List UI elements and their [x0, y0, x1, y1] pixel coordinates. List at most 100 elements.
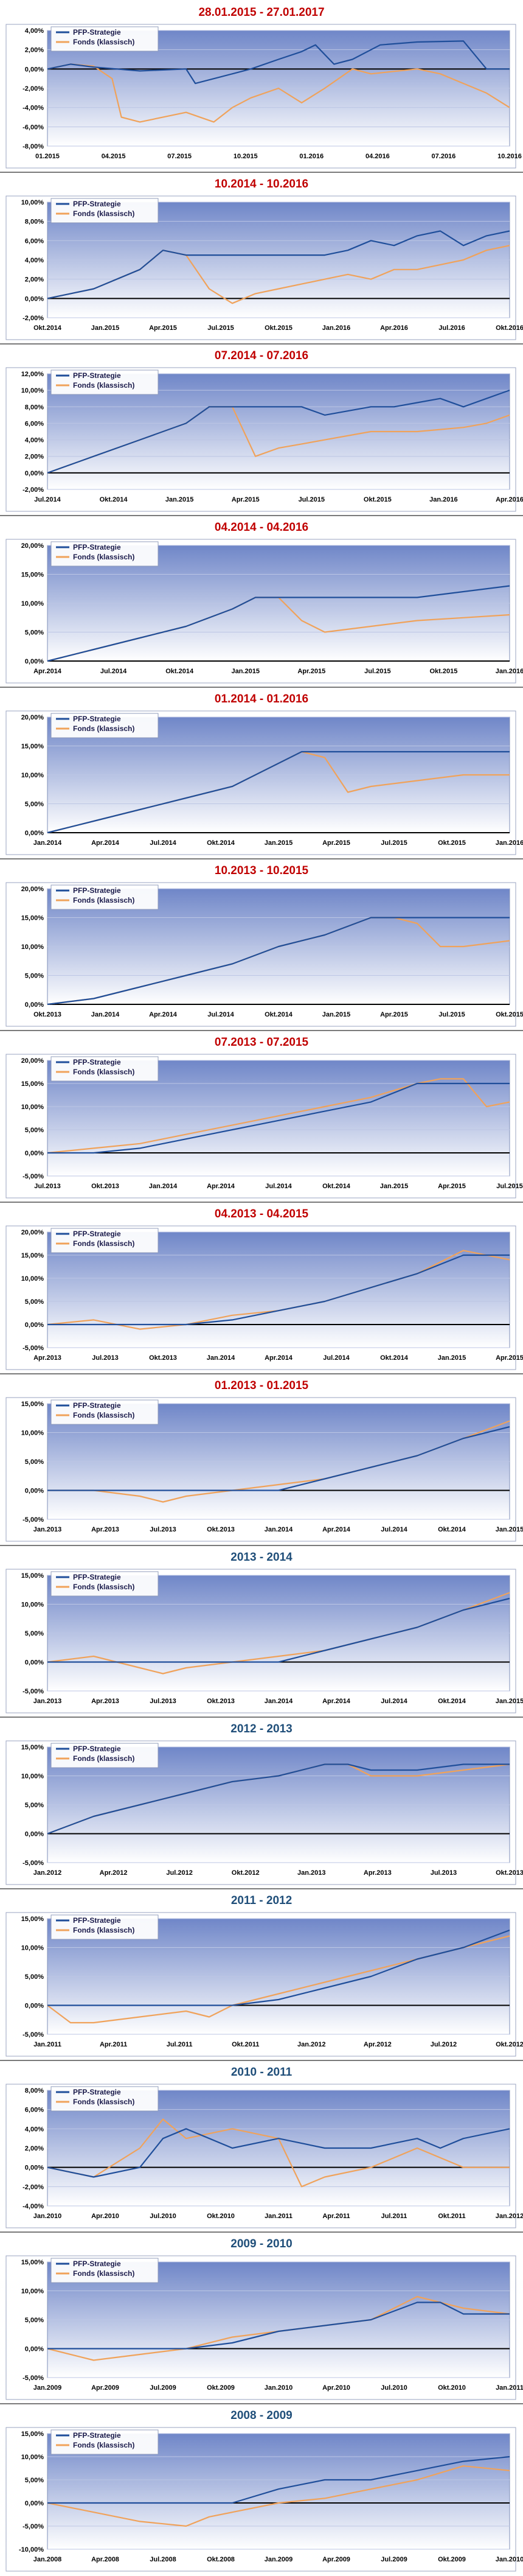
- legend-label: Fonds (klassisch): [73, 2269, 134, 2278]
- series-line-strategy: [47, 2301, 510, 2350]
- x-tick-label: 10.2016: [497, 153, 522, 160]
- chart-svg: 15,00% 10,00% 5,00% 0,00% -5,00% Jan.2012 Apr.…: [5, 1740, 523, 1885]
- x-tick-label: Jul.2015: [438, 1011, 465, 1018]
- y-tick-label: 0,00%: [25, 1831, 44, 1838]
- panel-divider: [0, 1545, 523, 1546]
- y-tick-label: 0,00%: [25, 2165, 44, 2172]
- x-tick-label: Okt.2010: [207, 2213, 235, 2220]
- panel-divider: [0, 2060, 523, 2061]
- x-tick-label: Jul.2010: [381, 2384, 407, 2392]
- legend-label: PFP-Strategie: [73, 1916, 121, 1925]
- chart-svg: 8,00% 6,00% 4,00% 2,00% 0,00% -2,00% -4,00% Jan…: [5, 2084, 523, 2228]
- series-line-strategy: [47, 1254, 510, 1326]
- x-tick-label: Okt.2014: [265, 1011, 293, 1018]
- series-line-strategy: [47, 917, 510, 1006]
- legend-label: PFP-Strategie: [73, 2259, 121, 2268]
- x-tick-label: Jan.2016: [322, 324, 350, 332]
- chart-title: 01.2014 - 01.2016: [214, 693, 309, 705]
- x-tick-label: Jul.2014: [34, 496, 61, 503]
- x-tick-label: Okt.2009: [438, 2556, 466, 2563]
- chart-svg: 10,00% 8,00% 6,00% 4,00% 2,00% 0,00% -2,00% Okt…: [5, 195, 523, 340]
- chart-panel: 2009 - 2010 15,00% 10,00% 5,00% 0,00% -5,00% J…: [0, 2231, 523, 2403]
- y-tick-label: -10,00%: [19, 2546, 44, 2553]
- x-tick-label: Apr.2012: [100, 1869, 128, 1877]
- x-tick-label: Apr.2015: [496, 1354, 523, 1362]
- y-tick-label: 0,00%: [25, 295, 44, 303]
- y-tick-label: 8,00%: [25, 404, 44, 411]
- x-tick-label: 07.2015: [167, 153, 192, 160]
- series-line-fund: [47, 1078, 510, 1154]
- y-tick-label: 10,00%: [21, 1773, 44, 1780]
- x-tick-label: Jan.2015: [91, 324, 119, 332]
- x-tick-label: Jan.2015: [231, 668, 259, 675]
- x-tick-label: Jul.2010: [150, 2213, 176, 2220]
- legend-label: PFP-Strategie: [73, 1745, 121, 1753]
- x-tick-label: Jan.2016: [429, 496, 457, 503]
- panel-divider: [0, 2403, 523, 2404]
- y-tick-label: 2,00%: [25, 453, 44, 461]
- x-tick-label: Apr.2016: [496, 496, 523, 503]
- x-tick-label: 04.2015: [102, 153, 126, 160]
- x-tick-label: Apr.2011: [322, 2213, 350, 2220]
- chart-title: 01.2013 - 01.2015: [214, 1379, 309, 1392]
- chart-panel: 2013 - 2014 15,00% 10,00% 5,00% 0,00% -5,00% J…: [0, 1545, 523, 1717]
- y-tick-label: 8,00%: [25, 219, 44, 226]
- y-tick-label: 0,00%: [25, 470, 44, 477]
- x-tick-label: Apr.2014: [322, 1526, 351, 1533]
- x-tick-label: Okt.2013: [207, 1698, 235, 1705]
- legend-label: PFP-Strategie: [73, 1058, 121, 1066]
- y-tick-label: 8,00%: [25, 2087, 44, 2095]
- x-tick-label: Okt.2015: [429, 668, 457, 675]
- x-tick-label: Okt.2013: [91, 1183, 119, 1190]
- panel-divider: [0, 515, 523, 516]
- panel-divider: [0, 172, 523, 173]
- legend-label: PFP-Strategie: [73, 1401, 121, 1410]
- x-tick-label: Jul.2015: [207, 324, 234, 332]
- x-tick-label: Okt.2015: [438, 839, 466, 847]
- x-tick-label: Apr.2014: [149, 1011, 178, 1018]
- x-tick-label: Apr.2014: [207, 1183, 235, 1190]
- y-tick-label: 2,00%: [25, 47, 44, 54]
- y-tick-label: 15,00%: [21, 1252, 44, 1259]
- x-tick-label: Jul.2008: [150, 2556, 176, 2563]
- legend-box: [50, 26, 159, 52]
- y-tick-label: 5,00%: [25, 973, 44, 980]
- chart-svg: 12,00% 10,00% 8,00% 6,00% 4,00% 2,00% 0,00% -2,…: [5, 367, 523, 512]
- x-tick-label: Apr.2014: [265, 1354, 293, 1362]
- legend-label: Fonds (klassisch): [73, 724, 134, 733]
- series-line-strategy: [47, 1426, 510, 1491]
- chart-svg: 20,00% 15,00% 10,00% 5,00% 0,00% Okt.2013 Jan.…: [5, 882, 523, 1027]
- chart-title: 07.2014 - 07.2016: [214, 349, 309, 362]
- y-tick-label: 0,00%: [25, 1659, 44, 1667]
- y-tick-label: 5,00%: [25, 2477, 44, 2484]
- x-tick-label: Apr.2015: [438, 1183, 466, 1190]
- legend-box: [50, 541, 159, 567]
- y-tick-label: 10,00%: [21, 943, 44, 951]
- x-tick-label: Jan.2011: [496, 2384, 523, 2392]
- panel-divider: [0, 1717, 523, 1718]
- y-tick-label: 20,00%: [21, 542, 44, 550]
- y-tick-label: 2,00%: [25, 2145, 44, 2152]
- x-tick-label: Apr.2013: [91, 1526, 119, 1533]
- x-tick-label: Okt.2015: [364, 496, 392, 503]
- legend-box: [50, 1228, 159, 1253]
- chart-svg: 15,00% 10,00% 5,00% 0,00% -5,00% Jan.2013 Apr.…: [5, 1397, 523, 1542]
- x-tick-label: Apr.2009: [91, 2384, 119, 2392]
- legend-box: [50, 1914, 159, 1940]
- x-tick-label: Jul.2015: [496, 1183, 522, 1190]
- x-tick-label: Apr.2013: [91, 1698, 119, 1705]
- y-tick-label: -5,00%: [23, 1345, 44, 1352]
- y-tick-label: 0,00%: [25, 1150, 44, 1157]
- chart-title: 28.01.2015 - 27.01.2017: [198, 6, 325, 19]
- chart-title: 04.2013 - 04.2015: [214, 1208, 309, 1220]
- y-tick-label: 0,00%: [25, 658, 44, 665]
- series-line-strategy: [47, 2455, 510, 2504]
- x-tick-label: Jul.2014: [381, 1698, 407, 1705]
- legend-label: PFP-Strategie: [73, 2088, 121, 2096]
- y-tick-label: -5,00%: [23, 1688, 44, 1695]
- x-tick-label: Okt.2014: [438, 1526, 466, 1533]
- chart-panel: 28.01.2015 - 27.01.2017 4,00% 2,00% 0,00% -2…: [0, 0, 523, 172]
- chart-panel: 10.2013 - 10.2015 20,00% 15,00% 10,00% 5,00%…: [0, 858, 523, 1030]
- y-tick-label: 10,00%: [21, 1104, 44, 1111]
- x-tick-label: 01.2016: [299, 153, 324, 160]
